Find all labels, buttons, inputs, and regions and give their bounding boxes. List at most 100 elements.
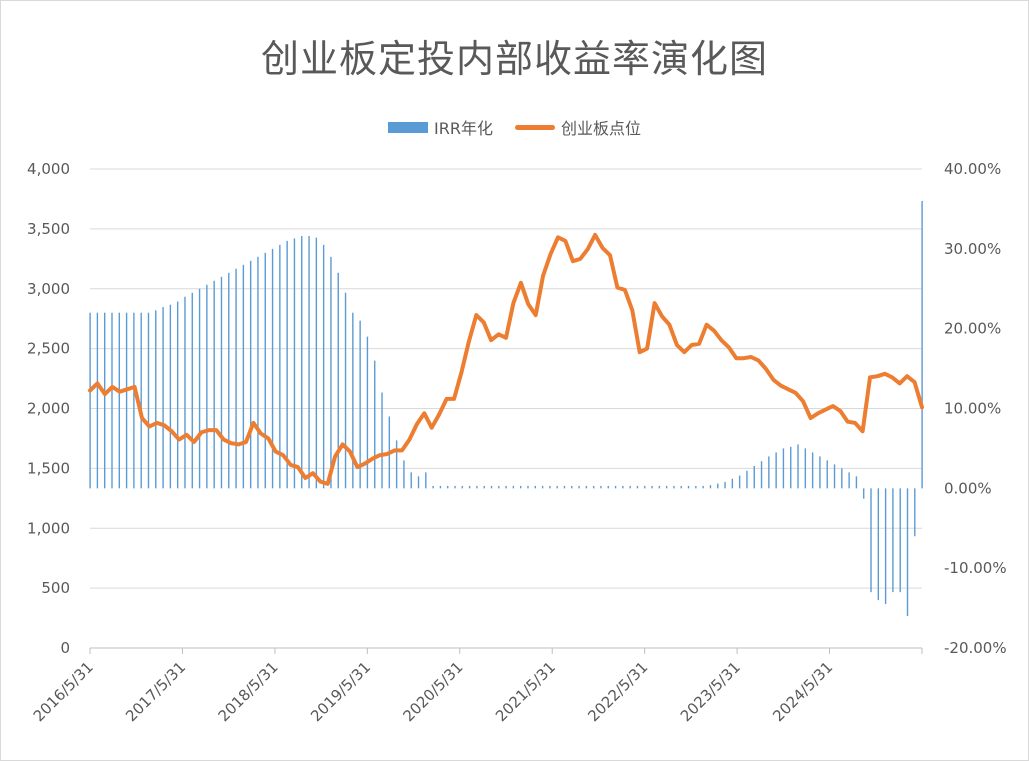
irr-bar: [242, 264, 245, 489]
irr-bar: [636, 485, 639, 489]
irr-bar: [687, 485, 690, 489]
irr-bar: [103, 312, 106, 489]
irr-bar: [191, 292, 193, 489]
irr-bar: [717, 483, 719, 489]
irr-bar: [271, 248, 274, 489]
irr-bar: [855, 476, 858, 489]
irr-bar: [841, 468, 843, 489]
irr-bar: [410, 472, 412, 489]
irr-bar: [133, 312, 135, 489]
irr-bar: [198, 288, 201, 489]
irr-bar: [746, 470, 748, 489]
irr-bar: [695, 485, 697, 489]
irr-bar: [870, 488, 872, 593]
irr-bar: [607, 485, 609, 489]
irr-bar: [322, 244, 325, 489]
irr-bar: [680, 485, 682, 489]
legend-swatch-irr: [388, 121, 428, 133]
right-tick-label: -20.00%: [944, 639, 1007, 657]
irr-bar: [439, 485, 442, 489]
irr-bar: [111, 312, 113, 489]
irr-bar: [804, 448, 807, 489]
irr-bar: [162, 307, 164, 489]
irr-bar: [724, 481, 726, 489]
irr-bar: [206, 284, 208, 489]
irr-bar: [366, 336, 369, 489]
left-axis-ticks: 0 500 1,000 1,500 2,000 2,500 3,000 3,500 4,000: [27, 160, 70, 657]
irr-bar: [863, 488, 865, 499]
irr-bar: [293, 238, 296, 489]
x-tick-label: 2022/5/31: [584, 658, 651, 725]
irr-bar: [877, 488, 880, 601]
irr-bar: [96, 312, 99, 489]
irr-bar: [549, 485, 551, 489]
irr-bar: [468, 485, 471, 489]
irr-bar: [563, 485, 566, 489]
left-tick-label: 1,500: [27, 459, 70, 477]
irr-bar: [118, 312, 120, 489]
irr-bar: [125, 312, 128, 489]
right-tick-label: 30.00%: [944, 240, 1001, 258]
x-tick-label: 2018/5/31: [215, 658, 282, 725]
irr-bar: [505, 485, 507, 489]
legend: IRR年化 创业板点位: [0, 115, 1029, 139]
irr-bar: [534, 485, 536, 489]
irr-bar: [461, 485, 464, 489]
irr-bar: [753, 465, 755, 489]
legend-label-irr: IRR年化: [434, 119, 493, 138]
index-line-layer: [88, 232, 924, 486]
left-tick-label: 4,000: [27, 160, 70, 178]
irr-bar: [527, 485, 529, 489]
x-axis-ticks: 2016/5/31 2017/5/31 2018/5/31 2019/5/31 2020…: [30, 647, 923, 725]
irr-bar: [614, 485, 617, 489]
irr-bars: [89, 200, 923, 617]
irr-bar: [622, 485, 624, 489]
x-tick-label: 2019/5/31: [307, 658, 374, 725]
x-tick-label: 2023/5/31: [677, 658, 744, 725]
irr-bar: [395, 440, 398, 489]
irr-bar: [892, 488, 894, 593]
irr-bar: [709, 485, 712, 489]
irr-bar: [330, 256, 332, 489]
irr-bar: [571, 485, 573, 489]
legend-swatch-index: [514, 124, 555, 130]
irr-bar: [833, 464, 836, 489]
irr-bar: [775, 452, 777, 489]
irr-bar: [447, 485, 449, 489]
irr-bar: [600, 485, 602, 489]
irr-bar: [301, 236, 303, 489]
x-tick-label: 2024/5/31: [769, 658, 836, 725]
left-tick-label: 0: [60, 639, 70, 657]
index-line: [88, 232, 924, 486]
irr-bar: [811, 452, 814, 489]
irr-bar: [483, 485, 485, 489]
irr-bar: [140, 312, 142, 489]
irr-bar: [184, 296, 186, 489]
irr-bar: [220, 276, 223, 489]
irr-bar: [782, 448, 785, 489]
irr-bar: [315, 237, 318, 489]
left-tick-label: 2,500: [27, 340, 70, 358]
irr-bar: [519, 485, 522, 489]
irr-bar: [454, 485, 456, 489]
right-tick-label: 0.00%: [944, 479, 992, 497]
irr-bar: [359, 320, 361, 489]
left-tick-label: 3,500: [27, 220, 70, 238]
irr-bar: [235, 268, 237, 489]
irr-bar: [417, 476, 420, 489]
x-tick-label: 2017/5/31: [122, 658, 189, 725]
right-tick-label: 40.00%: [944, 160, 1001, 178]
irr-bar: [512, 485, 515, 489]
irr-bar: [352, 312, 354, 489]
irr-bar: [592, 485, 595, 489]
right-axis-ticks: -20.00% -10.00% 0.00% 10.00% 20.00% 30.00% 40.…: [944, 160, 1007, 657]
irr-bar: [884, 488, 887, 605]
irr-bar: [308, 236, 310, 489]
irr-bar: [629, 485, 631, 489]
right-tick-label: -10.00%: [944, 559, 1007, 577]
irr-bar: [381, 392, 383, 489]
chart-title: 创业板定投内部收益率演化图: [260, 37, 768, 81]
irr-bar: [425, 472, 427, 489]
irr-bar: [658, 485, 661, 489]
